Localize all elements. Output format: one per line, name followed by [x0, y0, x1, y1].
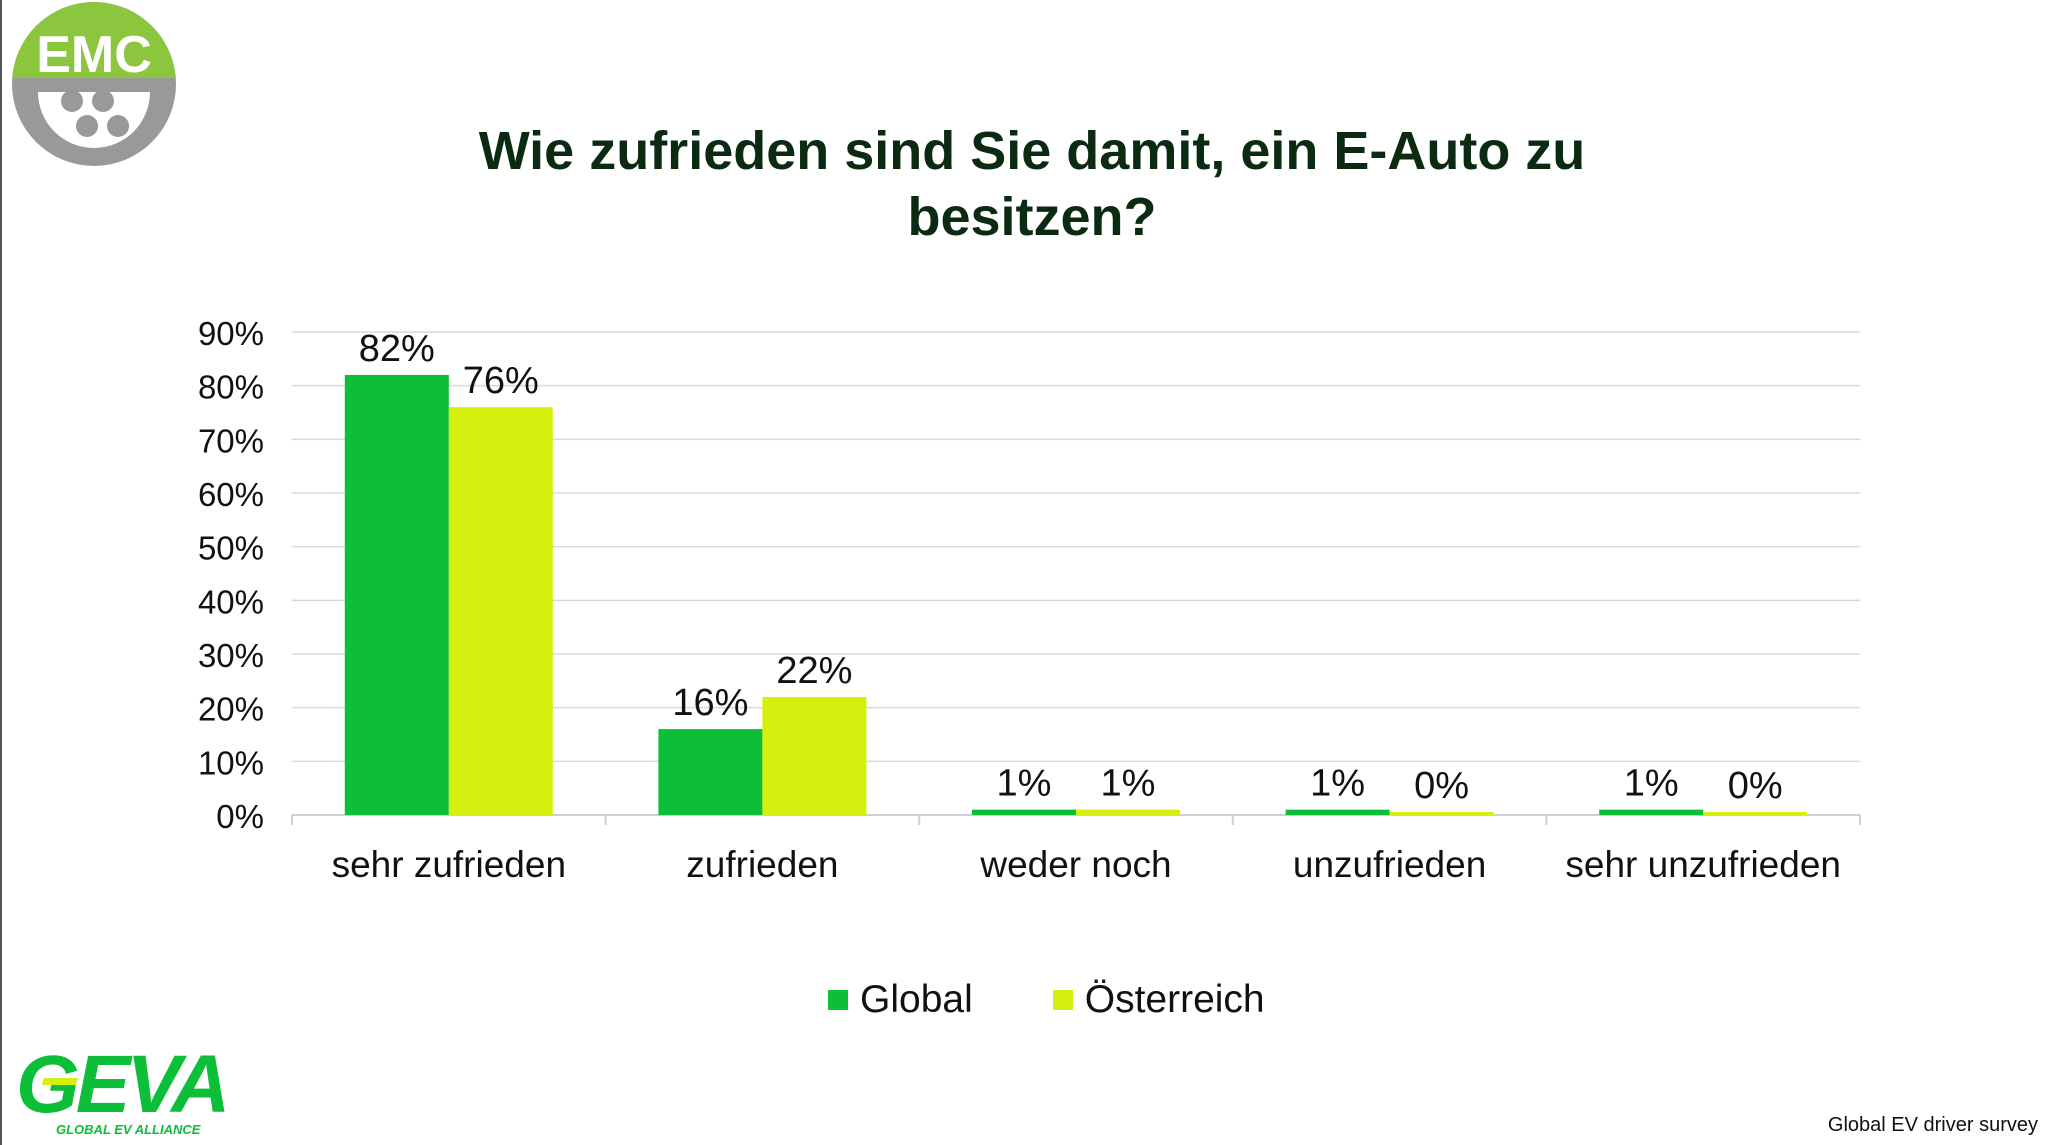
y-tick-label: 50% — [198, 530, 264, 567]
y-tick-label: 40% — [198, 583, 264, 620]
data-label: 1% — [1624, 763, 1679, 805]
x-tick-label: weder noch — [979, 844, 1171, 885]
bar-global — [344, 374, 449, 815]
data-label: 0% — [1414, 765, 1469, 807]
x-tick-label: unzufrieden — [1293, 844, 1486, 885]
x-tick-label: sehr zufrieden — [332, 844, 566, 885]
chart-title: Wie zufrieden sind Sie damit, ein E-Auto… — [382, 118, 1682, 250]
data-label: 1% — [1101, 763, 1156, 805]
bar-global — [658, 729, 763, 815]
y-tick-label: 80% — [198, 369, 264, 406]
legend-item-oesterreich: Österreich — [1052, 978, 1265, 1022]
data-label: 22% — [776, 650, 852, 692]
legend-swatch-global — [828, 990, 848, 1010]
chart-legend: Global Österreich — [828, 970, 1345, 1030]
y-tick-label: 20% — [198, 691, 264, 728]
legend-label-global: Global — [860, 978, 973, 1021]
legend-swatch-oesterreich — [1052, 990, 1073, 1010]
geva-logo-accent — [41, 1078, 78, 1085]
y-tick-label: 0% — [216, 798, 264, 835]
bar-global — [1285, 809, 1390, 815]
bar-global — [972, 809, 1076, 815]
geva-logo-subtext: GLOBAL EV ALLIANCE — [56, 1122, 201, 1137]
data-label: 16% — [672, 682, 748, 724]
bar-oesterreich — [448, 407, 553, 815]
data-label: 1% — [1310, 763, 1365, 805]
emc-logo-dot — [92, 90, 114, 112]
y-tick-label: 60% — [198, 476, 264, 513]
y-tick-label: 70% — [198, 422, 264, 459]
chart-title-line-2: besitzen? — [907, 187, 1157, 247]
geva-logo: GEVA GLOBAL EV ALLIANCE — [16, 1040, 230, 1137]
bar-global — [1599, 809, 1704, 815]
legend-item-global: Global — [828, 978, 973, 1022]
bar-oesterreich — [762, 696, 867, 815]
emc-logo-dot — [61, 90, 83, 112]
bar-oesterreich — [1703, 812, 1808, 815]
bar-oesterreich — [1076, 809, 1180, 815]
x-tick-label: sehr unzufrieden — [1565, 844, 1841, 885]
y-tick-label: 30% — [198, 637, 264, 674]
emc-logo: EMC — [12, 2, 176, 166]
chart-title-line-1: Wie zufrieden sind Sie damit, ein E-Auto… — [478, 121, 1586, 181]
emc-logo-dot — [76, 115, 98, 137]
data-label: 0% — [1728, 765, 1783, 807]
data-label: 1% — [997, 763, 1052, 805]
legend-label-oesterreich: Österreich — [1084, 978, 1265, 1021]
emc-logo-dot — [107, 115, 129, 137]
source-note: Global EV driver survey — [1827, 1114, 2038, 1136]
y-tick-label: 90% — [198, 315, 264, 352]
emc-logo-text: EMC — [36, 26, 152, 84]
bar-oesterreich — [1389, 812, 1494, 815]
x-tick-label: zufrieden — [686, 844, 838, 885]
y-tick-label: 10% — [198, 744, 264, 781]
data-label: 76% — [463, 360, 539, 402]
data-label: 82% — [359, 328, 435, 370]
